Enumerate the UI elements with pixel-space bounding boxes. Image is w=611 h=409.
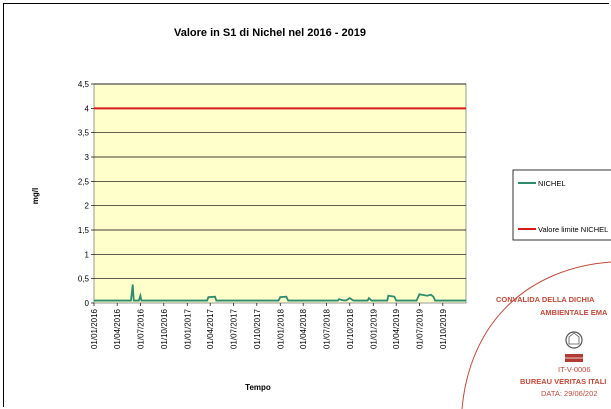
x-tick-label: 01/10/2016 <box>160 308 169 349</box>
y-tick-label: 4 <box>85 104 90 113</box>
stamp-ring <box>461 261 611 409</box>
legend: NICHEL Valore limite NICHEL <box>512 169 611 241</box>
y-tick-label: 1 <box>85 250 90 259</box>
x-tick-label: 01/10/2018 <box>346 308 355 349</box>
x-axis-label: Tempo <box>245 383 271 392</box>
y-axis-ticks: 0 0,5 1 1,5 2 2,5 3 3,5 4 4,5 <box>78 80 94 308</box>
series-group <box>94 107 466 302</box>
y-tick-label: 0,5 <box>78 275 90 284</box>
certification-stamp: CONVALIDA DELLA DICHIA AMBIENTALE EMA IT… <box>461 261 611 409</box>
y-tick-label: 3,5 <box>78 129 90 138</box>
stamp-code: IT-V-0006 <box>558 365 591 374</box>
x-tick-label: 01/01/2018 <box>276 308 285 349</box>
y-tick-label: 3 <box>85 153 90 162</box>
stamp-line1: CONVALIDA DELLA DICHIA <box>496 295 595 304</box>
y-tick-label: 2 <box>85 202 90 211</box>
x-tick-label: 01/04/2017 <box>206 308 215 349</box>
x-tick-label: 01/01/2016 <box>90 308 99 349</box>
bureau-veritas-seal-icon <box>565 331 583 349</box>
x-tick-label: 01/04/2016 <box>113 308 122 349</box>
x-tick-label: 01/07/2016 <box>136 308 145 349</box>
y-tick-label: 0 <box>85 299 90 308</box>
stamp-line2: AMBIENTALE EMA <box>540 308 608 317</box>
plot-area <box>93 83 467 304</box>
x-tick-label: 01/07/2018 <box>322 308 331 349</box>
legend-label-limit: Valore limite NICHEL <box>538 225 608 234</box>
stamp-date: DATA: 29/06/202 <box>541 389 597 398</box>
chart-title: Valore in S1 di Nichel nel 2016 - 2019 <box>174 27 366 39</box>
x-tick-label: 01/01/2019 <box>369 308 378 349</box>
x-tick-label: 01/07/2017 <box>229 308 238 349</box>
x-axis-ticks: 01/01/2016 01/04/2016 01/07/2016 01/10/2016… <box>90 303 448 349</box>
y-tick-label: 2,5 <box>78 177 90 186</box>
x-tick-label: 01/01/2017 <box>183 308 192 349</box>
series-line-nichel <box>94 284 466 302</box>
y-tick-label: 1,5 <box>78 226 90 235</box>
legend-label-nichel: NICHEL <box>538 179 566 188</box>
x-tick-label: 01/10/2019 <box>439 308 448 349</box>
x-tick-label: 01/04/2019 <box>392 308 401 349</box>
x-tick-label: 01/04/2018 <box>299 308 308 349</box>
x-tick-label: 01/07/2019 <box>415 308 424 349</box>
y-axis-label: mg/l <box>31 188 40 204</box>
y-tick-label: 4,5 <box>78 80 90 89</box>
x-tick-label: 01/10/2017 <box>253 308 262 349</box>
stamp-org: BUREAU VERITAS ITALI <box>520 377 606 386</box>
seal-detail <box>568 332 580 345</box>
